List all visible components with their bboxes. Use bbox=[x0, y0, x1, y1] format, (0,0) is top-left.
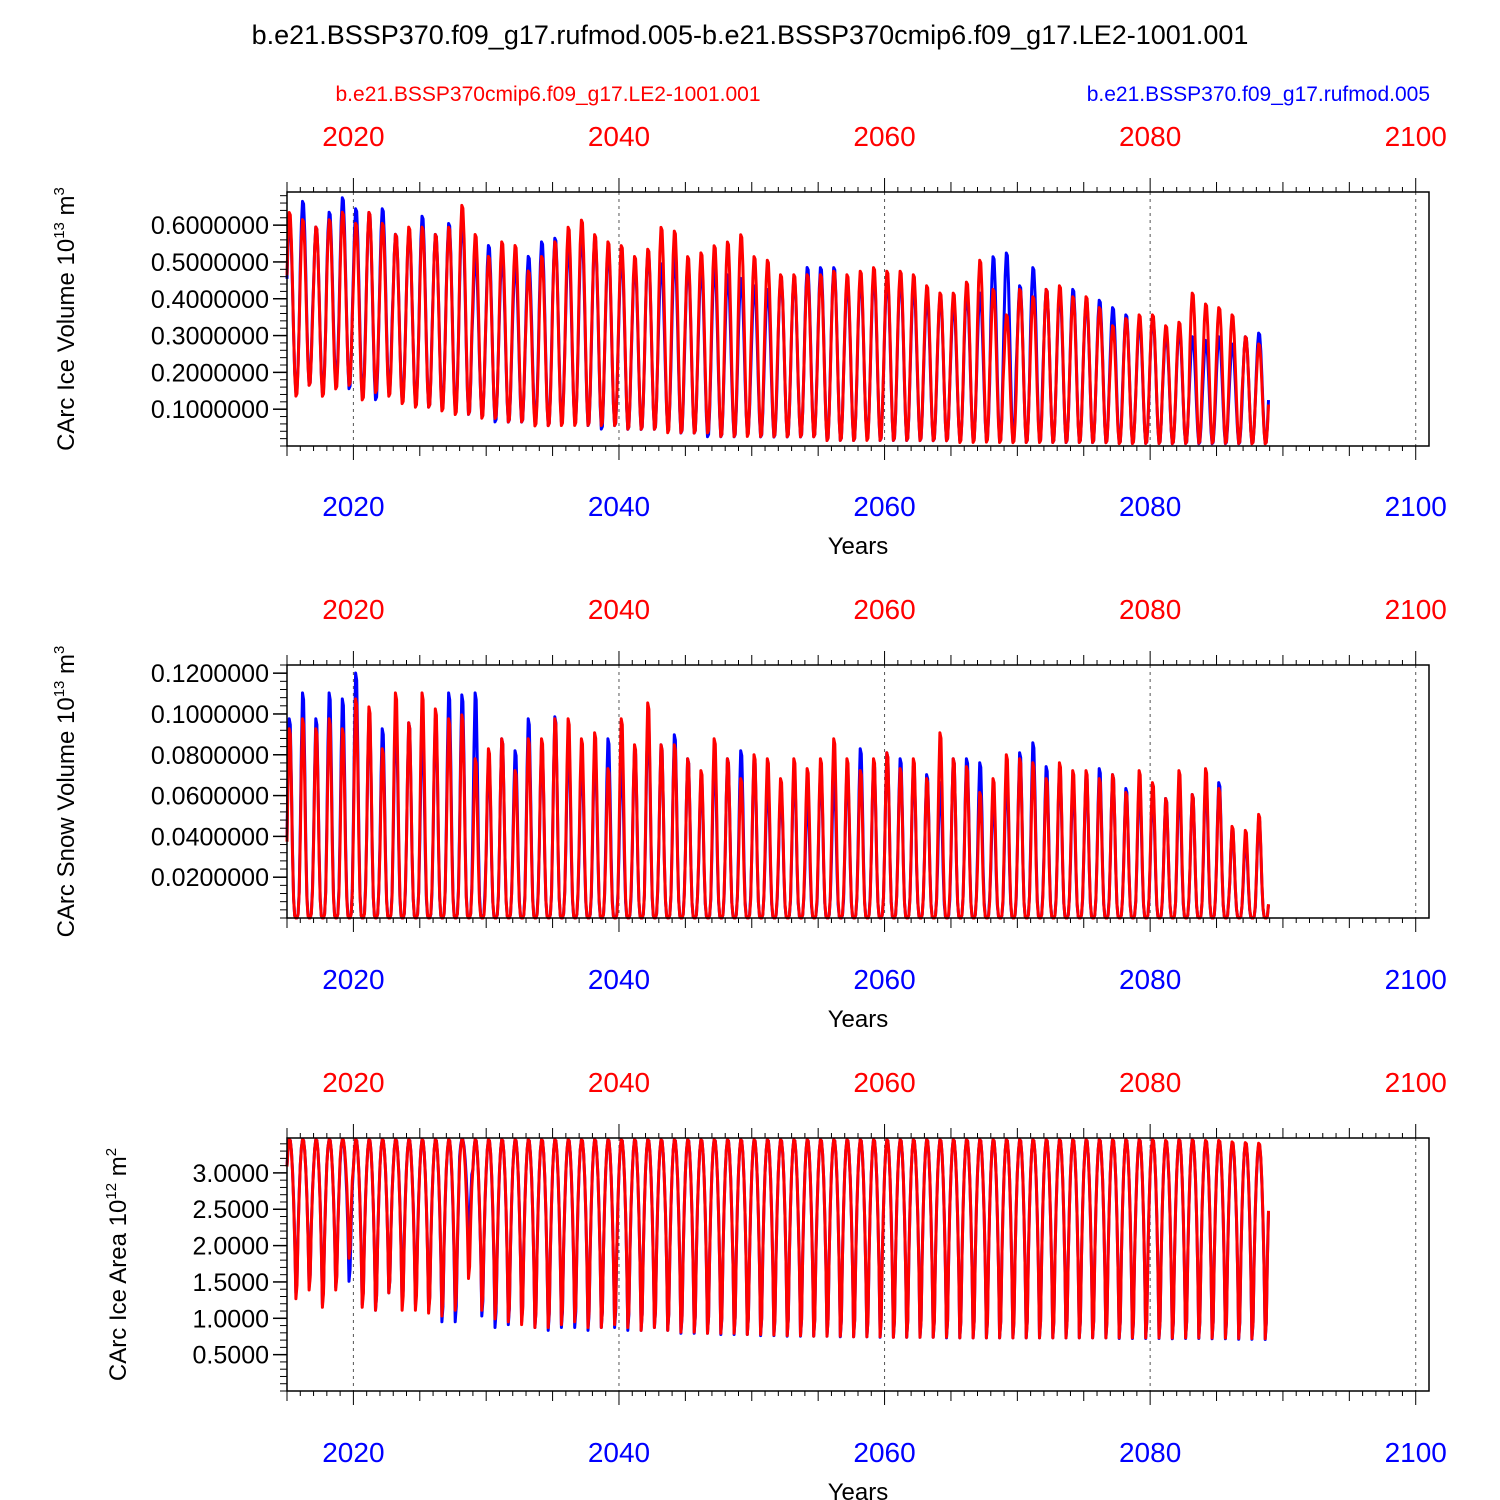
y-tick-label: 0.3000000 bbox=[151, 323, 269, 351]
x-tick-label-top: 2080 bbox=[1119, 121, 1181, 152]
x-tick-label-bottom: 2060 bbox=[853, 964, 915, 995]
legend-red-case: b.e21.BSSP370cmip6.f09_g17.LE2-1001.001 bbox=[336, 83, 761, 106]
y-axis-label: CArc Snow Volume 1013 m3 bbox=[51, 646, 80, 938]
x-tick-label-bottom: 2020 bbox=[322, 964, 384, 995]
y-tick-label: 0.1000000 bbox=[151, 396, 269, 424]
y-tick-label: 0.1200000 bbox=[151, 660, 269, 688]
y-axis-label: CArc Ice Area 1012 m2 bbox=[103, 1148, 132, 1381]
x-tick-label-bottom: 2100 bbox=[1385, 964, 1447, 995]
y-tick-label: 0.5000000 bbox=[151, 249, 269, 277]
y-tick-label: 0.6000000 bbox=[151, 212, 269, 240]
x-axis-label: Years bbox=[828, 1006, 889, 1033]
y-tick-label: 1.5000 bbox=[193, 1269, 269, 1297]
y-axis-label: CArc Ice Volume 1013 m3 bbox=[51, 187, 80, 451]
y-tick-label: 0.0600000 bbox=[151, 783, 269, 811]
x-tick-label-top: 2060 bbox=[853, 121, 915, 152]
x-tick-label-top: 2100 bbox=[1385, 1067, 1447, 1098]
y-tick-label: 0.0200000 bbox=[151, 864, 269, 892]
x-tick-label-bottom: 2060 bbox=[853, 491, 915, 522]
panels: 0.1000000 0.2000000 0.3000000 0.4000000 0.50… bbox=[51, 121, 1447, 1500]
x-tick-label-bottom: 2080 bbox=[1119, 964, 1181, 995]
y-axis-label-main: CArc Ice Area 10 bbox=[105, 1200, 132, 1381]
x-tick-label-bottom: 2020 bbox=[322, 1437, 384, 1468]
x-tick-label-top: 2060 bbox=[853, 594, 915, 625]
y-tick-label: 0.1000000 bbox=[151, 701, 269, 729]
y-axis-label-exponent: 12 bbox=[103, 1183, 120, 1200]
x-tick-label-bottom: 2080 bbox=[1119, 1437, 1181, 1468]
chart-panel-1: 0.1000000 0.2000000 0.3000000 0.4000000 0.50… bbox=[51, 121, 1447, 560]
y-tick-label: 2.0000 bbox=[193, 1233, 269, 1261]
y-axis-label-exponent: 13 bbox=[51, 222, 68, 239]
legend-blue-case: b.e21.BSSP370.f09_g17.rufmod.005 bbox=[1087, 83, 1430, 106]
x-tick-label-top: 2080 bbox=[1119, 594, 1181, 625]
y-axis-label-unit-exponent: 3 bbox=[51, 187, 68, 195]
y-axis-label-unit: m bbox=[105, 1156, 132, 1183]
x-axis-label: Years bbox=[828, 1479, 889, 1500]
x-tick-label-bottom: 2080 bbox=[1119, 491, 1181, 522]
y-axis-label-unit: m bbox=[53, 654, 80, 681]
chart-panel-3: 0.5000 1.0000 1.5000 2.0000 2.5000 3.0000 2020… bbox=[103, 1067, 1447, 1500]
y-tick-label: 2.5000 bbox=[193, 1196, 269, 1224]
x-tick-label-bottom: 2040 bbox=[588, 964, 650, 995]
chart-panel-2: 0.0200000 0.0400000 0.0600000 0.0800000 0.10… bbox=[51, 594, 1447, 1033]
y-axis-label-exponent: 13 bbox=[51, 681, 68, 698]
x-tick-label-bottom: 2100 bbox=[1385, 491, 1447, 522]
x-tick-label-bottom: 2060 bbox=[853, 1437, 915, 1468]
x-tick-label-top: 2020 bbox=[322, 1067, 384, 1098]
y-tick-label: 1.0000 bbox=[193, 1305, 269, 1333]
y-tick-label: 3.0000 bbox=[193, 1160, 269, 1188]
y-tick-label: 0.2000000 bbox=[151, 359, 269, 387]
x-tick-label-top: 2100 bbox=[1385, 594, 1447, 625]
x-tick-label-top: 2080 bbox=[1119, 1067, 1181, 1098]
series-line-red bbox=[285, 1137, 1270, 1341]
x-tick-label-bottom: 2040 bbox=[588, 1437, 650, 1468]
y-axis-label-main: CArc Snow Volume 10 bbox=[53, 697, 80, 937]
x-tick-label-bottom: 2020 bbox=[322, 491, 384, 522]
x-tick-label-top: 2020 bbox=[322, 121, 384, 152]
series-line-red bbox=[285, 691, 1270, 920]
x-tick-label-top: 2040 bbox=[588, 1067, 650, 1098]
y-tick-label: 0.0800000 bbox=[151, 742, 269, 770]
y-axis-label-unit-exponent: 2 bbox=[103, 1148, 120, 1156]
x-axis-label: Years bbox=[828, 533, 889, 560]
x-tick-label-top: 2040 bbox=[588, 121, 650, 152]
x-tick-label-top: 2060 bbox=[853, 1067, 915, 1098]
x-tick-label-top: 2020 bbox=[322, 594, 384, 625]
figure-title: b.e21.BSSP370.f09_g17.rufmod.005-b.e21.B… bbox=[252, 20, 1249, 50]
y-axis-label-unit-exponent: 3 bbox=[51, 646, 68, 654]
y-axis-label-unit: m bbox=[53, 195, 80, 222]
x-tick-label-top: 2100 bbox=[1385, 121, 1447, 152]
x-tick-label-bottom: 2100 bbox=[1385, 1437, 1447, 1468]
series-line-red bbox=[285, 203, 1270, 446]
y-axis-label-main: CArc Ice Volume 10 bbox=[53, 239, 80, 451]
y-tick-label: 0.4000000 bbox=[151, 286, 269, 314]
x-tick-label-top: 2040 bbox=[588, 594, 650, 625]
x-tick-label-bottom: 2040 bbox=[588, 491, 650, 522]
y-tick-label: 0.5000 bbox=[193, 1342, 269, 1370]
y-tick-label: 0.0400000 bbox=[151, 823, 269, 851]
